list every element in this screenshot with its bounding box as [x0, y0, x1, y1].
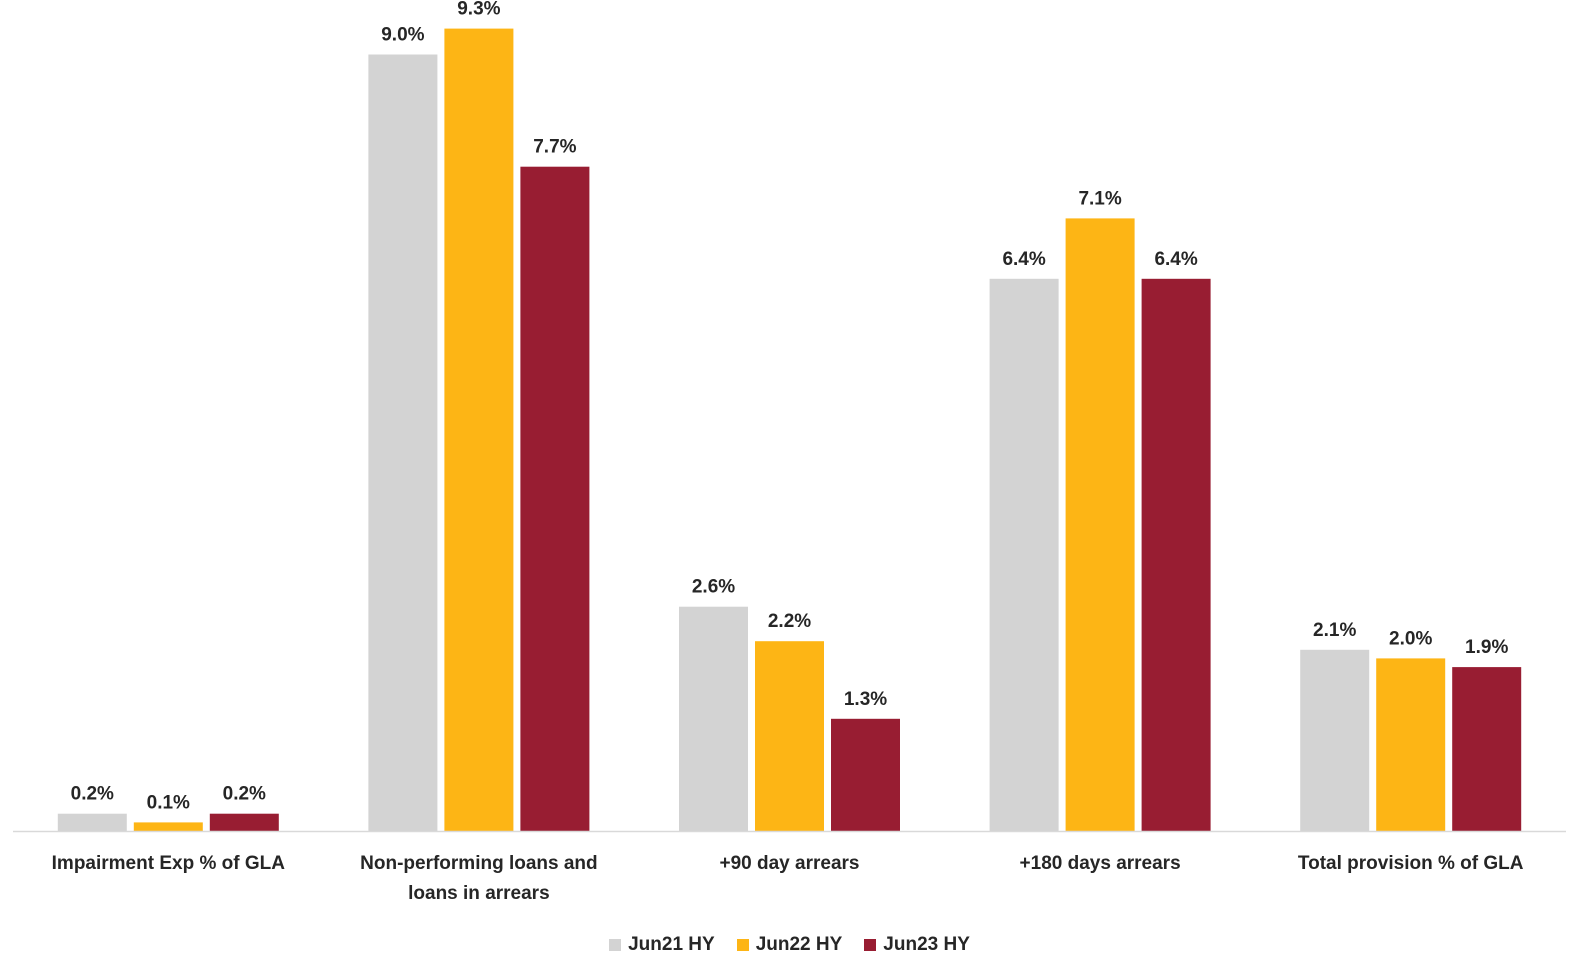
- category-label-1-line-1: loans in arrears: [408, 883, 550, 904]
- bar-series-2-category-4: [1452, 667, 1522, 831]
- legend-item-1: Jun22 HY: [736, 934, 843, 956]
- legend-swatch-1: [736, 939, 749, 951]
- category-label-2: +90 day arrears: [720, 853, 860, 874]
- category-labels-layer: Impairment Exp % of GLA Non-performing lo…: [52, 853, 1524, 904]
- bar-series-1-category-3: [1065, 218, 1135, 831]
- legend-label-1: Jun22 HY: [755, 934, 843, 955]
- bar-series-1-category-4: [1376, 658, 1446, 831]
- bar-series-2-category-0: [209, 813, 279, 831]
- data-label-series-0-category-3: 6.4%: [1002, 249, 1045, 270]
- data-label-series-0-category-4: 2.1%: [1313, 620, 1356, 641]
- data-label-series-1-category-1: 9.3%: [457, 0, 500, 20]
- legend-label-2: Jun23 HY: [883, 934, 970, 955]
- legend-swatch-0: [609, 939, 622, 951]
- data-label-series-1-category-3: 7.1%: [1078, 188, 1121, 209]
- data-label-series-1-category-4: 2.0%: [1389, 628, 1432, 649]
- data-label-series-1-category-2: 2.2%: [768, 611, 811, 632]
- data-label-series-2-category-0: 0.2%: [223, 784, 266, 805]
- category-label-1-line-0: Non-performing loans and: [360, 853, 598, 874]
- legend-swatch-2: [864, 939, 877, 951]
- bar-series-1-category-0: [133, 822, 203, 831]
- data-label-series-0-category-0: 0.2%: [71, 784, 114, 805]
- bar-series-0-category-1: [368, 54, 438, 831]
- category-label-0: Impairment Exp % of GLA: [52, 853, 286, 874]
- bar-series-0-category-2: [679, 606, 748, 831]
- legend-item-2: Jun23 HY: [864, 934, 970, 956]
- legend-label-0: Jun21 HY: [628, 934, 715, 955]
- bar-series-1-category-1: [444, 28, 514, 832]
- category-label-4: Total provision % of GLA: [1298, 853, 1524, 874]
- data-label-series-2-category-1: 7.7%: [533, 137, 576, 158]
- bars-layer: [57, 28, 1522, 832]
- bar-series-2-category-2: [831, 718, 900, 831]
- bar-series-1-category-2: [755, 641, 824, 831]
- data-label-series-1-category-0: 0.1%: [147, 792, 190, 813]
- bar-series-0-category-0: [57, 813, 127, 831]
- data-label-series-2-category-2: 1.3%: [844, 689, 887, 710]
- data-label-series-0-category-2: 2.6%: [692, 577, 735, 598]
- data-label-series-2-category-3: 6.4%: [1154, 249, 1197, 270]
- bar-series-0-category-4: [1300, 649, 1370, 831]
- data-label-series-0-category-1: 9.0%: [381, 25, 424, 46]
- legend: Jun21 HY Jun22 HY Jun23 HY: [0, 930, 1579, 960]
- data-labels-layer: 0.2% 0.1% 0.2% 9.0% 9.3% 7.7% 2.6% 2.2% 1.3% 6.4%…: [71, 0, 1509, 813]
- data-label-series-2-category-4: 1.9%: [1465, 637, 1508, 658]
- bar-series-0-category-3: [989, 278, 1059, 831]
- bar-series-2-category-3: [1141, 278, 1211, 831]
- legend-item-0: Jun21 HY: [609, 934, 715, 956]
- bar-series-2-category-1: [520, 166, 590, 831]
- category-label-3: +180 days arrears: [1020, 853, 1181, 874]
